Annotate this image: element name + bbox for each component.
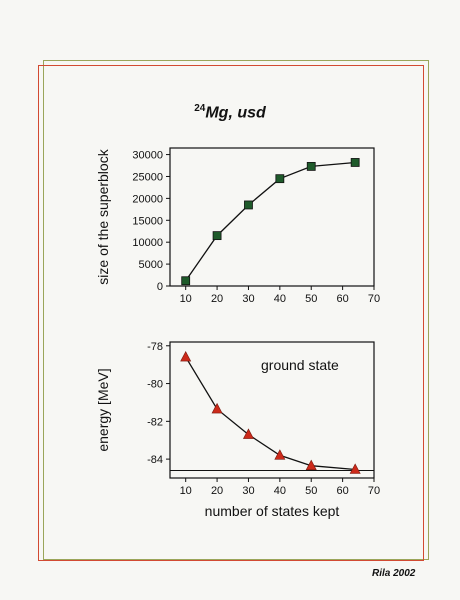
title-text: Mg, usd [205, 104, 266, 122]
y-tick-label: -80 [147, 379, 163, 391]
plot-frame [169, 341, 375, 479]
y-tick-label: 20000 [132, 193, 163, 205]
y-axis-label: energy [MeV] [95, 368, 111, 451]
data-point-triangle [180, 350, 192, 362]
x-tick-label: 70 [368, 293, 380, 305]
chart-annotation: ground state [261, 357, 339, 373]
x-tick-label: 30 [242, 485, 254, 497]
plot-frame [169, 147, 375, 287]
data-point-triangle [211, 402, 223, 414]
data-point-triangle [305, 459, 317, 471]
x-tick-label: 50 [305, 485, 317, 497]
y-tick-label: -82 [147, 416, 163, 428]
x-tick-label: 10 [180, 293, 192, 305]
x-tick-label: 40 [274, 485, 286, 497]
x-tick-label: 20 [211, 293, 223, 305]
x-tick-label: 10 [180, 485, 192, 497]
slide-frame-inner [43, 60, 429, 560]
data-point-triangle [349, 463, 361, 474]
y-tick-label: 25000 [132, 171, 163, 183]
x-tick-label: 60 [336, 485, 348, 497]
y-tick-label: -84 [147, 454, 163, 466]
x-tick-label: 40 [274, 293, 286, 305]
x-tick-label: 50 [305, 293, 317, 305]
x-tick-label: 30 [242, 293, 254, 305]
data-point-square [350, 158, 360, 167]
x-tick-label: 70 [368, 485, 380, 497]
y-tick-label: 10000 [132, 237, 163, 249]
chart-2: 10 20 30 40 50 60 70 -78 -80 -82 -84 energy [MeV] nu… [95, 341, 380, 519]
footer-credit: Rila 2002 [372, 568, 416, 579]
data-point-square [306, 161, 316, 171]
y-tick-label: -78 [147, 341, 163, 353]
slide-frame-outer [38, 65, 424, 561]
data-point-square [212, 231, 222, 241]
y-tick-label: 15000 [132, 215, 163, 227]
slide-title: 24Mg, usd [0, 103, 460, 122]
data-point-triangle [242, 428, 254, 439]
data-point-square [181, 276, 191, 286]
y-axis-label: size of the superblock [95, 148, 111, 284]
chart-1: 10 20 30 40 50 60 70 0 5000 10000 15000 20000 25000 3… [95, 147, 380, 305]
series-line [185, 356, 356, 471]
y-tick-label: 30000 [132, 150, 163, 162]
x-tick-label: 60 [336, 293, 348, 305]
data-point-square [244, 200, 253, 210]
y-tick-label: 5000 [139, 259, 163, 271]
series-line [185, 161, 356, 282]
x-axis-label: number of states kept [205, 503, 340, 519]
title-mass-number: 24 [194, 103, 206, 114]
x-tick-label: 20 [211, 485, 223, 497]
data-point-square [275, 174, 285, 184]
y-tick-label: 0 [157, 281, 163, 293]
data-point-triangle [274, 449, 286, 460]
